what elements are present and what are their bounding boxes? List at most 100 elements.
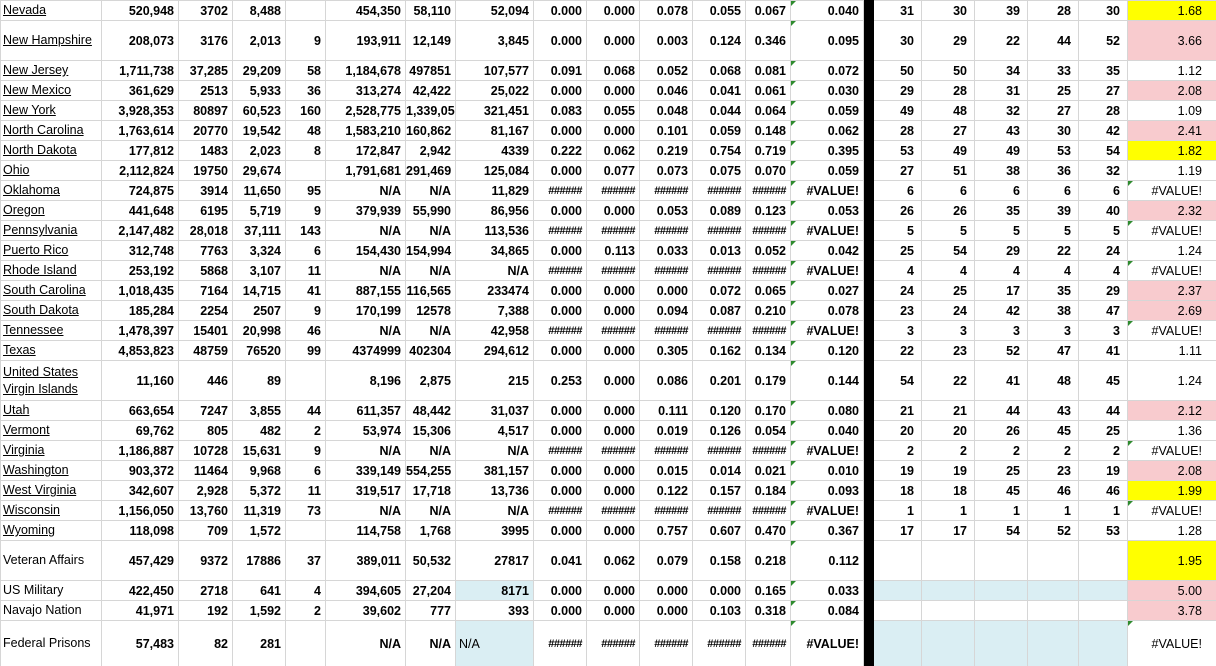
- state-label[interactable]: US Military: [0, 580, 102, 601]
- cell-r[interactable]: 6: [1027, 180, 1079, 201]
- cell-c[interactable]: 2254: [178, 300, 233, 321]
- cell-n[interactable]: 0.042: [790, 240, 864, 261]
- cell-t[interactable]: 2.08: [1127, 460, 1216, 481]
- cell-c[interactable]: 19750: [178, 160, 233, 181]
- cell-c[interactable]: 2718: [178, 580, 233, 601]
- cell-g[interactable]: 154,994: [405, 240, 456, 261]
- cell-g[interactable]: N/A: [405, 320, 456, 341]
- cell-r[interactable]: 28: [1027, 0, 1079, 21]
- cell-d[interactable]: 60,523: [232, 100, 286, 121]
- cell-o[interactable]: 21: [873, 400, 922, 421]
- cell-m[interactable]: 0.318: [745, 600, 791, 621]
- cell-f[interactable]: 53,974: [325, 420, 406, 441]
- cell-t[interactable]: 3.78: [1127, 600, 1216, 621]
- state-label[interactable]: United States Virgin Islands: [0, 360, 102, 401]
- cell-i[interactable]: ######: [533, 500, 587, 521]
- cell-i[interactable]: 0.083: [533, 100, 587, 121]
- cell-g[interactable]: N/A: [405, 180, 456, 201]
- cell-o[interactable]: [873, 620, 922, 666]
- cell-r[interactable]: 44: [1027, 20, 1079, 61]
- cell-t[interactable]: 1.82: [1127, 140, 1216, 161]
- cell-q[interactable]: 3: [974, 320, 1028, 341]
- cell-j[interactable]: 0.000: [586, 400, 640, 421]
- cell-t[interactable]: #VALUE!: [1127, 180, 1216, 201]
- cell-s[interactable]: 4: [1078, 260, 1128, 281]
- cell-l[interactable]: 0.055: [692, 0, 746, 21]
- cell-r[interactable]: 23: [1027, 460, 1079, 481]
- cell-d[interactable]: 9,968: [232, 460, 286, 481]
- cell-q[interactable]: 45: [974, 480, 1028, 501]
- cell-r[interactable]: 46: [1027, 480, 1079, 501]
- cell-s[interactable]: 29: [1078, 280, 1128, 301]
- cell-p[interactable]: 17: [921, 520, 975, 541]
- cell-d[interactable]: 29,674: [232, 160, 286, 181]
- cell-h[interactable]: 42,958: [455, 320, 534, 341]
- cell-j[interactable]: 0.000: [586, 340, 640, 361]
- cell-n[interactable]: #VALUE!: [790, 320, 864, 341]
- cell-l[interactable]: 0.754: [692, 140, 746, 161]
- cell-s[interactable]: 6: [1078, 180, 1128, 201]
- cell-g[interactable]: N/A: [405, 440, 456, 461]
- cell-p[interactable]: 25: [921, 280, 975, 301]
- cell-q[interactable]: 22: [974, 20, 1028, 61]
- cell-r[interactable]: 36: [1027, 160, 1079, 181]
- cell-t[interactable]: 2.69: [1127, 300, 1216, 321]
- state-label[interactable]: Wisconsin: [0, 500, 102, 521]
- cell-f[interactable]: N/A: [325, 320, 406, 341]
- state-label[interactable]: Oklahoma: [0, 180, 102, 201]
- cell-r[interactable]: [1027, 600, 1079, 621]
- cell-e[interactable]: 2: [285, 420, 326, 441]
- cell-d[interactable]: 1,592: [232, 600, 286, 621]
- cell-o[interactable]: [873, 600, 922, 621]
- cell-t[interactable]: 3.66: [1127, 20, 1216, 61]
- cell-g[interactable]: 777: [405, 600, 456, 621]
- cell-j[interactable]: ######: [586, 440, 640, 461]
- cell-q[interactable]: 25: [974, 460, 1028, 481]
- cell-r[interactable]: 52: [1027, 520, 1079, 541]
- cell-n[interactable]: 0.059: [790, 100, 864, 121]
- cell-i[interactable]: 0.000: [533, 280, 587, 301]
- cell-r[interactable]: [1027, 620, 1079, 666]
- cell-t[interactable]: #VALUE!: [1127, 500, 1216, 521]
- cell-r[interactable]: 45: [1027, 420, 1079, 441]
- state-label[interactable]: Ohio: [0, 160, 102, 181]
- cell-f[interactable]: N/A: [325, 440, 406, 461]
- cell-j[interactable]: ######: [586, 620, 640, 666]
- cell-c[interactable]: 80897: [178, 100, 233, 121]
- cell-t[interactable]: 5.00: [1127, 580, 1216, 601]
- cell-e[interactable]: 4: [285, 580, 326, 601]
- cell-g[interactable]: 12578: [405, 300, 456, 321]
- cell-o[interactable]: 53: [873, 140, 922, 161]
- cell-k[interactable]: 0.094: [639, 300, 693, 321]
- cell-b[interactable]: 185,284: [101, 300, 179, 321]
- cell-d[interactable]: 15,631: [232, 440, 286, 461]
- cell-m[interactable]: 0.218: [745, 540, 791, 581]
- cell-m[interactable]: 0.134: [745, 340, 791, 361]
- cell-f[interactable]: 379,939: [325, 200, 406, 221]
- cell-f[interactable]: 154,430: [325, 240, 406, 261]
- cell-e[interactable]: 95: [285, 180, 326, 201]
- cell-d[interactable]: 3,855: [232, 400, 286, 421]
- cell-g[interactable]: 58,110: [405, 0, 456, 21]
- cell-f[interactable]: N/A: [325, 620, 406, 666]
- cell-e[interactable]: 11: [285, 260, 326, 281]
- state-label[interactable]: Tennessee: [0, 320, 102, 341]
- cell-s[interactable]: 30: [1078, 0, 1128, 21]
- cell-d[interactable]: 29,209: [232, 60, 286, 81]
- cell-p[interactable]: 50: [921, 60, 975, 81]
- cell-i[interactable]: 0.000: [533, 600, 587, 621]
- cell-o[interactable]: 20: [873, 420, 922, 441]
- cell-m[interactable]: ######: [745, 620, 791, 666]
- cell-i[interactable]: 0.000: [533, 240, 587, 261]
- cell-s[interactable]: 52: [1078, 20, 1128, 61]
- cell-p[interactable]: 6: [921, 180, 975, 201]
- cell-l[interactable]: 0.089: [692, 200, 746, 221]
- cell-l[interactable]: 0.162: [692, 340, 746, 361]
- cell-d[interactable]: 76520: [232, 340, 286, 361]
- cell-i[interactable]: 0.041: [533, 540, 587, 581]
- cell-t[interactable]: 1.36: [1127, 420, 1216, 441]
- cell-b[interactable]: 361,629: [101, 80, 179, 101]
- cell-d[interactable]: 641: [232, 580, 286, 601]
- cell-q[interactable]: 49: [974, 140, 1028, 161]
- cell-j[interactable]: ######: [586, 320, 640, 341]
